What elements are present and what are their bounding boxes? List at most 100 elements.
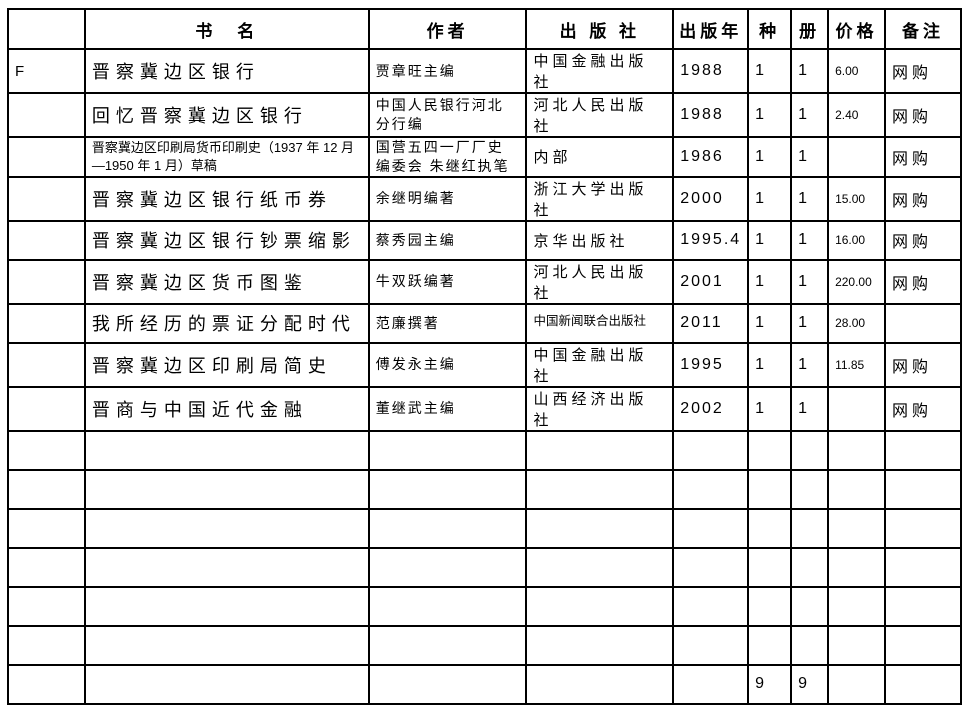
cell-year: 2001 (672, 258, 750, 305)
empty-cell (525, 624, 675, 666)
header-book-name: 书 名 (83, 8, 370, 50)
cell-section-letter (7, 175, 86, 222)
empty-cell (83, 507, 370, 549)
empty-cell (367, 429, 528, 471)
table-row: F 晋察冀边区银行 贾章旺主编 中国金融出版社 1988 1 1 6.00 网购 (7, 48, 962, 94)
cell-book-name: 晋商与中国近代金融 (83, 385, 370, 432)
cell-author: 贾章旺主编 (367, 48, 528, 94)
empty-cell (367, 507, 528, 549)
cell-publisher: 河北人民出版社 (525, 92, 675, 138)
cell-volumes: 1 (790, 136, 830, 178)
empty-cell (790, 507, 830, 549)
cell-author: 蔡秀园主编 (367, 219, 528, 261)
cell-volumes: 1 (790, 302, 830, 344)
cell-book-name: 晋察冀边区银行纸币券 (83, 175, 370, 222)
empty-cell (747, 429, 793, 471)
header-price: 价格 (827, 8, 887, 50)
cell-price (827, 136, 887, 178)
cell-species: 1 (747, 341, 793, 388)
cell-year: 1986 (672, 136, 750, 178)
cell-publisher: 浙江大学出版社 (525, 175, 675, 222)
empty-cell (83, 429, 370, 471)
empty-cell (83, 585, 370, 627)
cell-price: 6.00 (827, 48, 887, 94)
cell-volumes: 1 (790, 258, 830, 305)
empty-row (7, 468, 962, 510)
cell-book-name: 回忆晋察冀边区银行 (83, 92, 370, 138)
cell-section-letter: F (7, 48, 86, 94)
empty-cell (672, 663, 750, 705)
cell-price: 28.00 (827, 302, 887, 344)
empty-cell (672, 585, 750, 627)
book-catalog-table: 书 名 作者 出 版 社 出版年 种 册 价格 备注 F 晋察冀边区银行 贾章旺… (7, 8, 962, 705)
empty-row (7, 624, 962, 666)
empty-row (7, 507, 962, 549)
empty-cell (884, 585, 962, 627)
empty-cell (827, 429, 887, 471)
table-row: 晋商与中国近代金融 董继武主编 山西经济出版社 2002 1 1 网购 (7, 385, 962, 432)
table-row: 晋察冀边区货币图鉴 牛双跃编著 河北人民出版社 2001 1 1 220.00 … (7, 258, 962, 305)
empty-row (7, 585, 962, 627)
cell-total-volumes: 9 (790, 663, 830, 705)
cell-year: 1995 (672, 341, 750, 388)
cell-book-name: 晋察冀边区银行钞票缩影 (83, 219, 370, 261)
empty-cell (790, 585, 830, 627)
cell-publisher: 京华出版社 (525, 219, 675, 261)
cell-species: 1 (747, 219, 793, 261)
empty-cell (672, 546, 750, 588)
cell-section-letter (7, 92, 86, 138)
empty-cell (7, 468, 86, 510)
cell-author: 董继武主编 (367, 385, 528, 432)
cell-total-species: 9 (747, 663, 793, 705)
cell-author: 范廉撰著 (367, 302, 528, 344)
cell-note: 网购 (884, 175, 962, 222)
empty-cell (83, 624, 370, 666)
empty-cell (827, 663, 887, 705)
header-index (7, 8, 86, 50)
cell-price: 220.00 (827, 258, 887, 305)
empty-cell (367, 546, 528, 588)
empty-cell (525, 468, 675, 510)
empty-cell (884, 507, 962, 549)
cell-publisher: 河北人民出版社 (525, 258, 675, 305)
cell-author: 国营五四一厂厂史编委会 朱继红执笔 (367, 136, 528, 178)
empty-cell (790, 468, 830, 510)
cell-volumes: 1 (790, 92, 830, 138)
empty-cell (827, 507, 887, 549)
table-row: 晋察冀边区银行纸币券 余继明编著 浙江大学出版社 2000 1 1 15.00 … (7, 175, 962, 222)
empty-cell (367, 663, 528, 705)
empty-cell (747, 546, 793, 588)
cell-note: 网购 (884, 48, 962, 94)
empty-cell (827, 546, 887, 588)
empty-cell (7, 507, 86, 549)
cell-author: 中国人民银行河北分行编 (367, 92, 528, 138)
empty-cell (672, 507, 750, 549)
empty-cell (525, 585, 675, 627)
cell-price: 16.00 (827, 219, 887, 261)
cell-year: 1995.4 (672, 219, 750, 261)
empty-cell (7, 585, 86, 627)
cell-price: 2.40 (827, 92, 887, 138)
empty-cell (747, 507, 793, 549)
empty-cell (672, 429, 750, 471)
empty-cell (7, 624, 86, 666)
header-volumes: 册 (790, 8, 830, 50)
table-row: 晋察冀边区印刷局货币印刷史（1937 年 12 月—1950 年 1 月）草稿 … (7, 136, 962, 178)
empty-cell (747, 585, 793, 627)
cell-year: 2000 (672, 175, 750, 222)
cell-species: 1 (747, 258, 793, 305)
empty-cell (525, 663, 675, 705)
cell-section-letter (7, 341, 86, 388)
cell-note: 网购 (884, 258, 962, 305)
table-row: 回忆晋察冀边区银行 中国人民银行河北分行编 河北人民出版社 1988 1 1 2… (7, 92, 962, 138)
cell-publisher: 山西经济出版社 (525, 385, 675, 432)
cell-section-letter (7, 136, 86, 178)
empty-cell (790, 429, 830, 471)
cell-section-letter (7, 302, 86, 344)
cell-section-letter (7, 219, 86, 261)
empty-cell (525, 546, 675, 588)
cell-volumes: 1 (790, 48, 830, 94)
cell-book-name: 晋察冀边区印刷局简史 (83, 341, 370, 388)
cell-year: 2002 (672, 385, 750, 432)
empty-cell (884, 663, 962, 705)
